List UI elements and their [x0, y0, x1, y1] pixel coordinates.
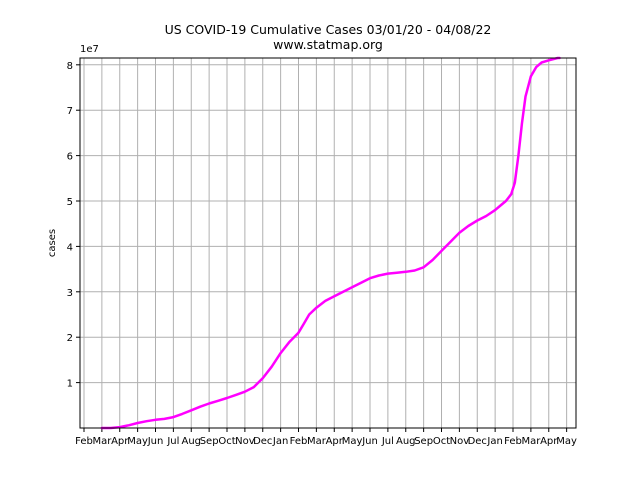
- x-tick-label: Apr: [326, 436, 344, 447]
- series-line: [100, 56, 561, 430]
- y-tick-label: 7: [67, 106, 73, 117]
- x-tick-label: Mar: [307, 436, 327, 447]
- y-tick-label: 6: [67, 152, 73, 163]
- grid: [80, 58, 576, 428]
- y-tick-label: 1: [67, 379, 73, 390]
- x-tick-label: May: [342, 436, 363, 447]
- x-tick-label: Jul: [166, 436, 179, 447]
- x-tick-label: Sep: [414, 436, 433, 447]
- x-tick-label: Feb: [504, 436, 522, 447]
- x-tick-label: Jan: [272, 436, 288, 447]
- axis-ticks: [76, 64, 568, 432]
- x-tick-label: May: [127, 436, 148, 447]
- x-tick-label: Feb: [75, 436, 93, 447]
- x-tick-label: Jul: [381, 436, 394, 447]
- x-tick-label: Mar: [92, 436, 112, 447]
- y-multiplier-label: 1e7: [80, 44, 99, 55]
- chart-title: US COVID-19 Cumulative Cases 03/01/20 - …: [165, 22, 492, 37]
- x-tick-label: Feb: [290, 436, 308, 447]
- chart-subtitle: www.statmap.org: [273, 37, 383, 52]
- y-tick-labels: 1 2 3 4 5 6 7 8: [67, 61, 73, 390]
- x-tick-label: Oct: [218, 436, 235, 447]
- x-tick-label: Apr: [540, 436, 558, 447]
- plot-frame: [79, 57, 577, 429]
- y-axis-label: cases: [47, 229, 58, 257]
- x-tick-label: Aug: [396, 436, 416, 447]
- x-tick-label: Jan: [486, 436, 502, 447]
- y-tick-label: 3: [67, 288, 73, 299]
- y-tick-label: 5: [67, 197, 73, 208]
- y-tick-label: 2: [67, 333, 73, 344]
- x-tick-label: Nov: [450, 436, 470, 447]
- y-tick-label: 8: [67, 61, 73, 72]
- x-tick-label: Mar: [521, 436, 541, 447]
- x-tick-label: Nov: [235, 436, 255, 447]
- x-tick-label: Dec: [253, 436, 272, 447]
- x-tick-label: Jun: [361, 436, 378, 447]
- x-tick-label: Sep: [200, 436, 219, 447]
- x-tick-label: May: [556, 436, 577, 447]
- x-tick-label: Aug: [181, 436, 201, 447]
- x-tick-label: Jun: [147, 436, 164, 447]
- y-tick-label: 4: [67, 242, 73, 253]
- x-tick-label: Oct: [433, 436, 450, 447]
- x-tick-label: Apr: [111, 436, 129, 447]
- x-tick-label: Dec: [468, 436, 487, 447]
